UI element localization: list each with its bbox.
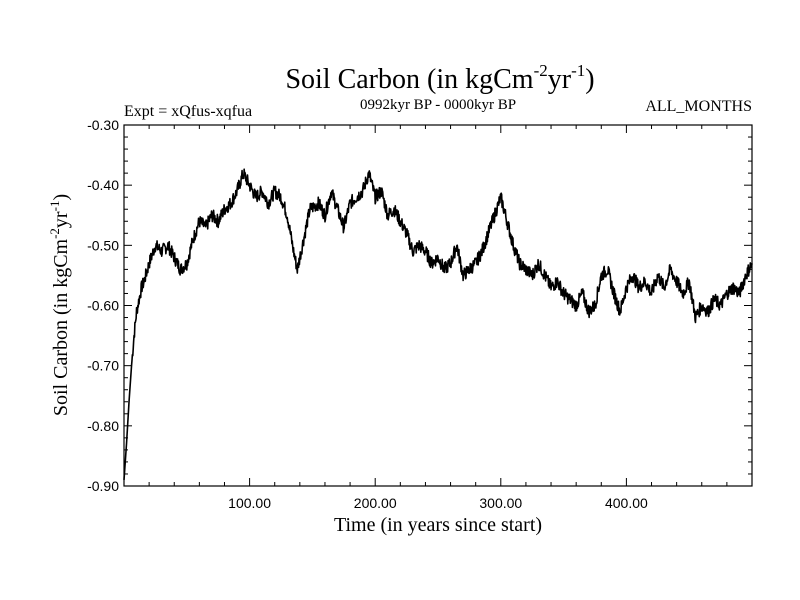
y-axis-label-main: Soil Carbon (in kgCm [50,238,72,416]
series-line-soil-carbon [123,168,753,481]
y-axis-label-sup2: -1 [47,201,62,212]
chart-title-end: ) [585,64,594,95]
chart-title-sup1: -2 [534,61,548,80]
x-axis-ticks: 100.00 200.00 300.00 400.00 [148,125,728,511]
x-tick-label: 300.00 [479,495,522,511]
y-tick-label: -0.60 [87,298,119,314]
y-tick-label: -0.40 [87,177,119,193]
x-tick-label: 400.00 [605,495,648,511]
expt-label: Expt = xQfus-xqfua [124,103,252,120]
chart-title-sup2: -1 [571,61,585,80]
months-label: ALL_MONTHS [645,98,752,115]
y-axis-label-mid: yr [50,211,72,228]
chart-title-mid: yr [548,64,572,95]
chart-title: Soil Carbon (in kgCm-2yr-1) [285,61,594,95]
x-axis-label: Time (in years since start) [334,514,542,536]
y-tick-label: -0.50 [87,237,119,253]
y-axis-label-end: ) [50,194,72,201]
y-tick-label: -0.70 [87,358,119,374]
plot-frame [123,124,753,487]
y-axis-label: Soil Carbon (in kgCm-2yr-1) [47,194,72,416]
chart-title-main: Soil Carbon (in kgCm [285,64,533,95]
x-tick-label: 100.00 [228,495,271,511]
y-axis-ticks: -0.30 -0.40 -0.50 -0.60 -0.70 -0.80 -0.90 [87,117,752,494]
y-tick-label: -0.30 [87,117,119,133]
y-axis-label-sup1: -2 [47,228,62,239]
y-tick-label: -0.80 [87,418,119,434]
x-tick-label: 200.00 [354,495,397,511]
period-label: 0992kyr BP - 0000kyr BP [360,97,516,113]
y-tick-label: -0.90 [87,478,119,494]
